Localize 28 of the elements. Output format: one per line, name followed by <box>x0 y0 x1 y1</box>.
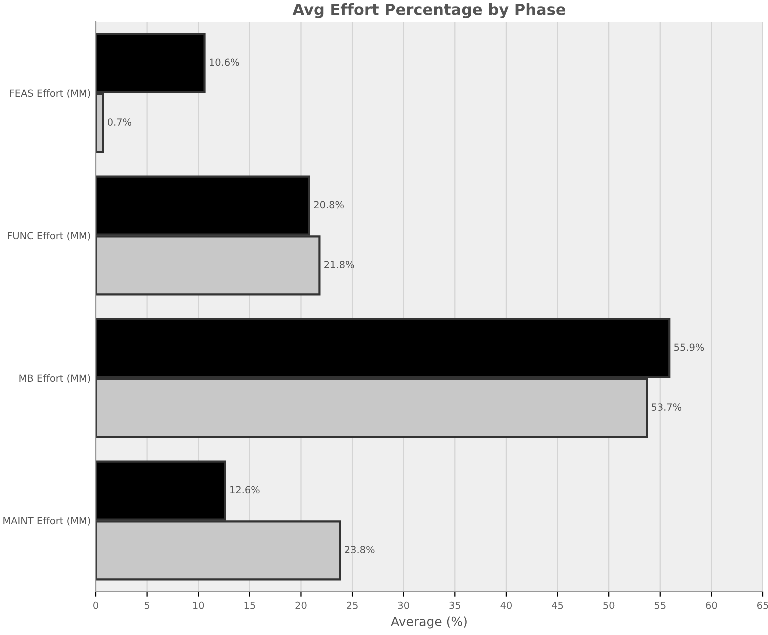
x-tick-label: 20 <box>296 602 307 610</box>
data-label: 21.8% <box>324 261 354 268</box>
y-tick-label: FEAS Effort (MM) <box>10 90 90 98</box>
x-tick-label: 5 <box>144 602 150 610</box>
x-tick-label: 35 <box>450 602 460 610</box>
x-tick-label: 40 <box>500 602 512 610</box>
x-tick-label: 0 <box>94 602 98 610</box>
x-tick-label: 25 <box>347 602 358 610</box>
x-axis-title: Average (%) <box>391 616 467 629</box>
data-label: 23.8% <box>345 546 375 554</box>
data-label: 10.6% <box>210 58 240 66</box>
y-tick-label: FUNC Effort (MM) <box>8 232 90 241</box>
data-label: 53.7% <box>652 404 682 411</box>
y-tick-label: MAINT Effort (MM) <box>4 517 90 526</box>
x-tick-label: 65 <box>757 602 768 610</box>
data-label: 20.8% <box>314 201 344 209</box>
x-tick-label: 10 <box>194 602 204 610</box>
x-tick-label: 45 <box>552 602 564 610</box>
y-tick-label: MB Effort (MM) <box>20 374 90 384</box>
x-tick-label: 60 <box>706 602 718 610</box>
data-label: 12.6% <box>230 486 260 494</box>
x-tick-label: 15 <box>244 602 256 610</box>
x-tick-label: 50 <box>604 602 615 610</box>
x-tick-label: 55 <box>654 602 666 610</box>
chart-title: Avg Effort Percentage by Phase <box>292 4 566 18</box>
x-tick-label: 30 <box>398 602 410 610</box>
data-label: 55.9% <box>674 344 704 352</box>
data-label: 0.7% <box>108 118 132 126</box>
